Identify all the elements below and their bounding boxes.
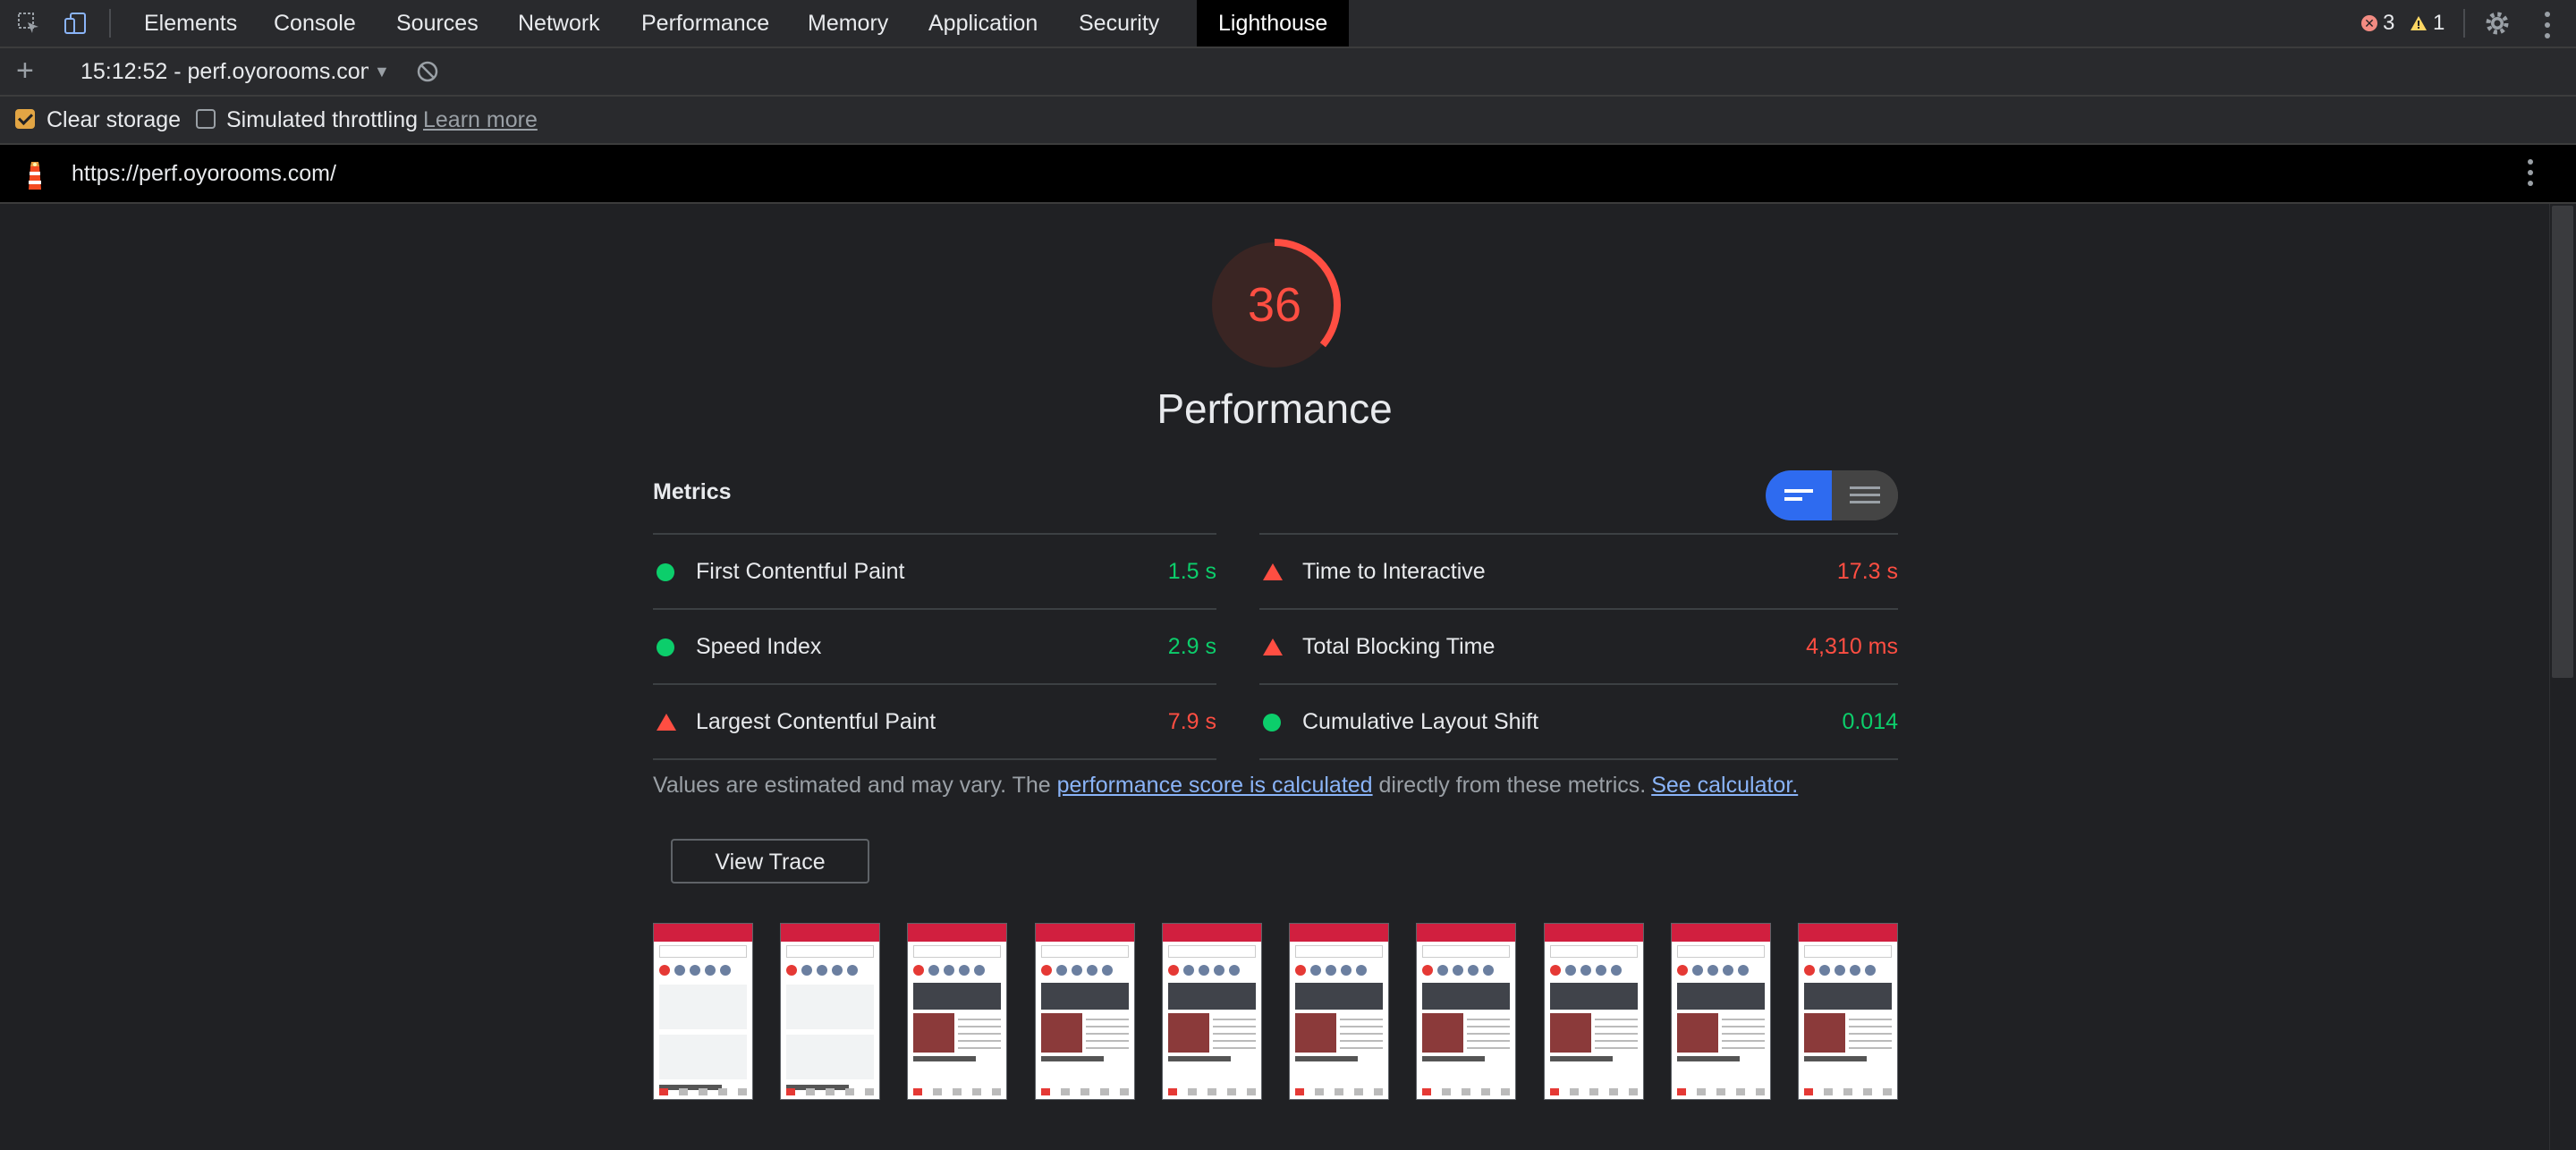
scrollbar-thumb[interactable]	[2552, 206, 2573, 678]
metric-name: Cumulative Layout Shift	[1302, 709, 1539, 734]
tab-application[interactable]: Application	[928, 11, 1038, 36]
metrics-heading: Metrics	[653, 479, 732, 504]
metric-largest-contentful-paint: Largest Contentful Paint 7.9 s	[653, 684, 1216, 759]
tab-lighthouse[interactable]: Lighthouse	[1197, 0, 1350, 47]
metric-cumulative-layout-shift: Cumulative Layout Shift 0.014	[1259, 684, 1898, 759]
filmstrip-frame	[1416, 923, 1517, 1100]
metric-value: 1.5 s	[1167, 559, 1216, 584]
tab-sources[interactable]: Sources	[396, 11, 479, 36]
fail-triangle-icon	[657, 714, 676, 731]
error-icon: ✕	[2361, 15, 2377, 31]
metric-divider	[1259, 533, 1898, 535]
tab-security[interactable]: Security	[1079, 11, 1160, 36]
lines-full-icon	[1850, 486, 1880, 503]
metric-name: First Contentful Paint	[696, 559, 905, 584]
lines-short-icon	[1784, 489, 1813, 501]
metric-first-contentful-paint: First Contentful Paint 1.5 s	[653, 534, 1216, 609]
filmstrip-frame	[1670, 923, 1771, 1100]
lighthouse-logo-icon	[21, 159, 48, 196]
performance-score-gauge	[1208, 239, 1341, 371]
metric-time-to-interactive: Time to Interactive 17.3 s	[1259, 534, 1898, 609]
pass-circle-icon	[657, 638, 674, 656]
report-url: https://perf.oyorooms.com/	[72, 161, 336, 186]
warning-count-badge[interactable]: 1	[2410, 9, 2445, 38]
report-tools-menu-icon[interactable]	[2528, 159, 2533, 186]
filmstrip-frame	[1798, 923, 1898, 1100]
filmstrip	[653, 923, 1898, 1102]
filmstrip-frame	[907, 923, 1008, 1100]
inspect-element-icon[interactable]	[14, 9, 43, 38]
metric-value: 4,310 ms	[1806, 634, 1898, 659]
toolbar-divider	[109, 9, 111, 38]
filmstrip-frame	[1289, 923, 1390, 1100]
metric-divider	[653, 758, 1216, 760]
metric-divider	[1259, 683, 1898, 685]
metrics-disclaimer: Values are estimated and may vary. The p…	[653, 773, 1798, 799]
pass-circle-icon	[657, 563, 674, 581]
tab-elements[interactable]: Elements	[144, 11, 238, 36]
metric-divider	[1259, 758, 1898, 760]
see-calculator-link[interactable]: See calculator.	[1651, 773, 1799, 798]
clear-reports-icon[interactable]	[416, 60, 439, 88]
metric-speed-index: Speed Index 2.9 s	[653, 609, 1216, 684]
settings-gear-icon[interactable]	[2483, 9, 2512, 38]
warning-icon	[2411, 16, 2427, 30]
pass-circle-icon	[1263, 714, 1281, 731]
tab-performance[interactable]: Performance	[641, 11, 770, 36]
metric-value: 7.9 s	[1167, 709, 1216, 734]
fail-triangle-icon	[1263, 563, 1283, 580]
chevron-down-icon[interactable]: ▼	[374, 63, 390, 80]
metric-value: 0.014	[1842, 709, 1898, 734]
report-url-bar: https://perf.oyorooms.com/	[0, 145, 2576, 204]
filmstrip-frame	[1543, 923, 1644, 1100]
filmstrip-frame	[1161, 923, 1262, 1100]
warning-count: 1	[2433, 11, 2445, 35]
metric-value: 2.9 s	[1167, 634, 1216, 659]
disclaimer-text: directly from these metrics.	[1372, 773, 1647, 798]
customize-devtools-menu-icon[interactable]	[2545, 12, 2550, 38]
metric-divider	[653, 683, 1216, 685]
lighthouse-toolbar: + 15:12:52 - perf.oyorooms.com ▼	[0, 48, 2576, 97]
metric-name: Total Blocking Time	[1302, 634, 1496, 659]
view-trace-button[interactable]: View Trace	[671, 839, 869, 884]
toolbar-divider	[2463, 9, 2465, 38]
fail-triangle-icon	[1263, 638, 1283, 655]
metrics-collapsed-view-button[interactable]	[1766, 470, 1832, 520]
metric-divider	[1259, 608, 1898, 610]
error-count-badge[interactable]: ✕ 3	[2361, 9, 2394, 38]
tab-memory[interactable]: Memory	[808, 11, 889, 36]
performance-score: 36	[1247, 278, 1302, 332]
metric-name: Speed Index	[696, 634, 822, 659]
clear-storage-label[interactable]: Clear storage	[47, 107, 182, 132]
metrics-expanded-view-button[interactable]	[1832, 470, 1898, 520]
metric-divider	[653, 608, 1216, 610]
devtools-tab-bar: Elements Console Sources Network Perform…	[0, 0, 2576, 48]
metric-value: 17.3 s	[1836, 559, 1898, 584]
filmstrip-frame	[780, 923, 881, 1100]
disclaimer-text: Values are estimated and may vary. The	[653, 773, 1057, 798]
score-calculated-link[interactable]: performance score is calculated	[1056, 773, 1373, 798]
tab-network[interactable]: Network	[518, 11, 600, 36]
lighthouse-options-bar: Clear storage Simulated throttling Learn…	[0, 97, 2576, 145]
metric-name: Largest Contentful Paint	[696, 709, 936, 734]
new-report-plus-icon[interactable]: +	[16, 54, 34, 88]
category-title: Performance	[1157, 385, 1393, 432]
learn-more-link[interactable]: Learn more	[423, 107, 538, 132]
metric-divider	[653, 533, 1216, 535]
simulated-throttling-checkbox[interactable]	[196, 109, 216, 129]
tab-console[interactable]: Console	[274, 11, 356, 36]
device-toolbar-icon[interactable]	[61, 9, 89, 38]
filmstrip-frame	[653, 923, 753, 1100]
metrics-view-toggle[interactable]	[1766, 470, 1898, 520]
simulated-throttling-label[interactable]: Simulated throttling	[226, 107, 419, 132]
report-selector[interactable]: 15:12:52 - perf.oyorooms.com	[80, 59, 369, 84]
metric-name: Time to Interactive	[1302, 559, 1486, 584]
metric-total-blocking-time: Total Blocking Time 4,310 ms	[1259, 609, 1898, 684]
error-count: 3	[2383, 11, 2395, 35]
clear-storage-checkbox[interactable]	[15, 109, 35, 129]
filmstrip-frame	[1034, 923, 1135, 1100]
